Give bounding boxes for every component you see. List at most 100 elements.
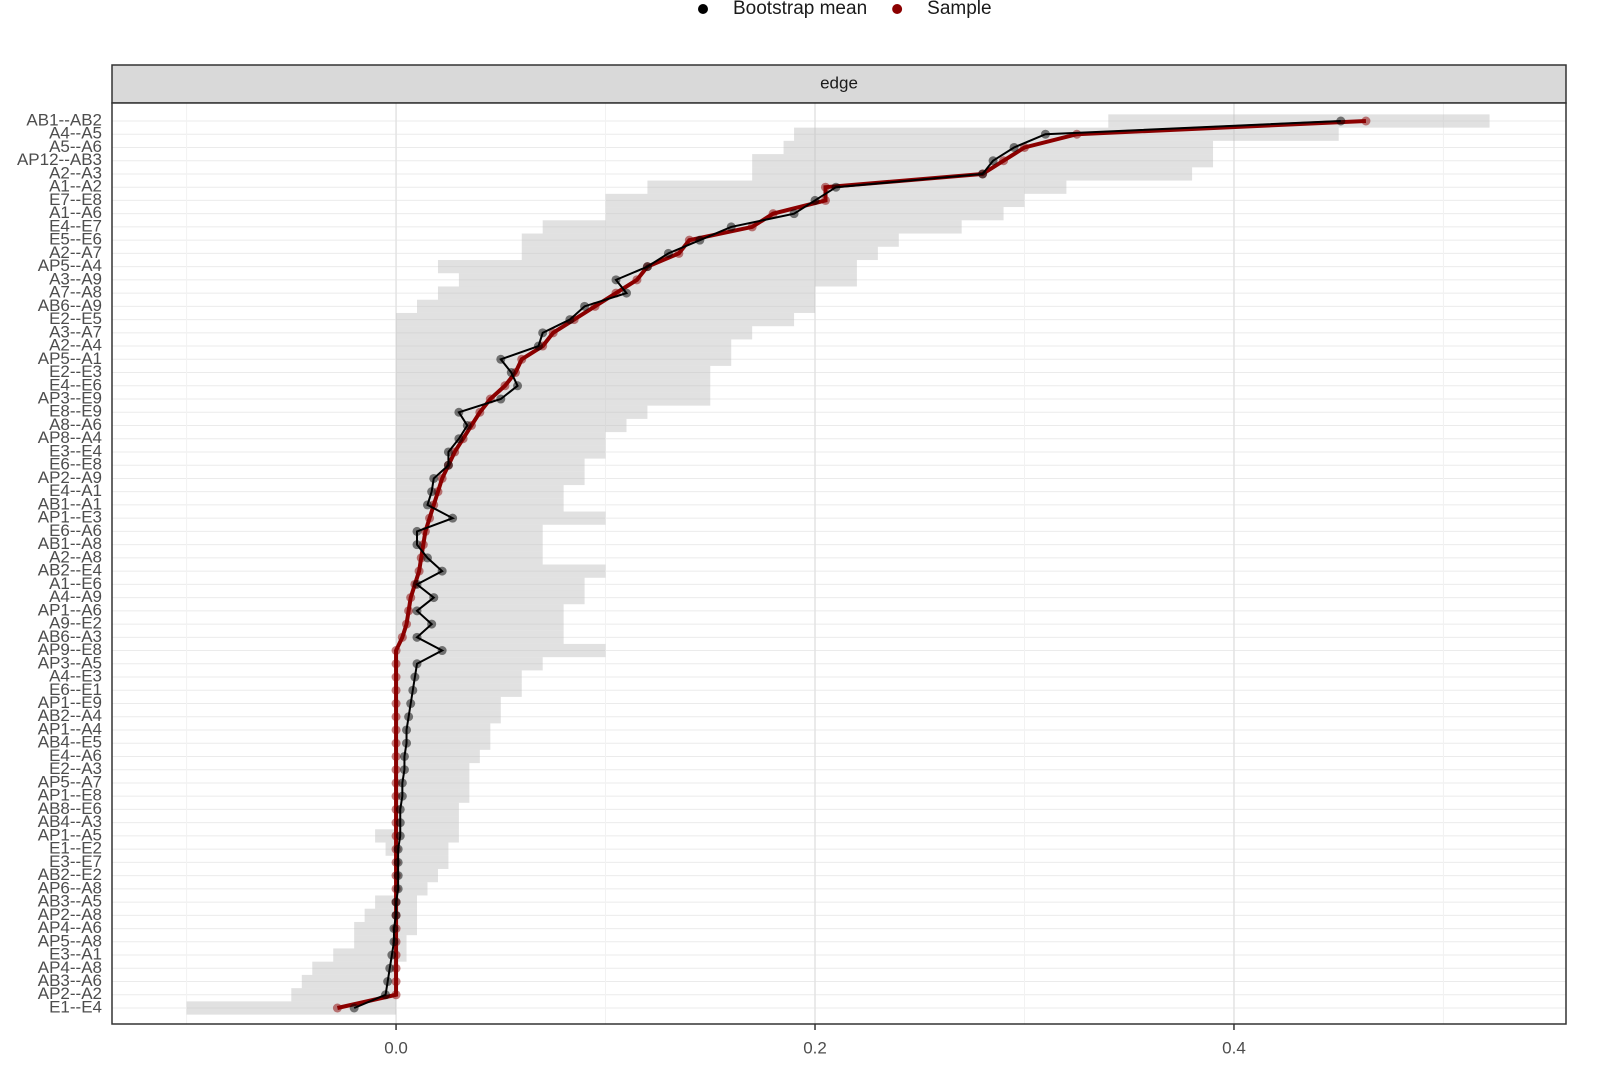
ci-band <box>396 365 711 380</box>
point <box>747 222 757 232</box>
y-tick-label: AB6--A9 <box>38 296 102 315</box>
y-tick-label: A8--A6 <box>49 415 102 434</box>
y-tick-label: E8--E9 <box>49 402 102 421</box>
y-tick-label: AB1--A8 <box>38 534 102 553</box>
y-tick-label: E4--A1 <box>49 481 102 500</box>
point <box>437 473 447 483</box>
ci-band <box>396 776 470 790</box>
point <box>402 725 412 735</box>
x-tick-label: 0.0 <box>384 1038 408 1057</box>
y-tick-label: AP3--A5 <box>38 653 102 672</box>
y-tick-label: A4--E3 <box>49 667 102 686</box>
point <box>425 513 435 523</box>
point <box>385 963 395 973</box>
point <box>349 1003 359 1013</box>
ci-band <box>396 868 438 883</box>
ci-band <box>396 405 648 419</box>
ci-band <box>375 829 459 843</box>
y-tick-label: A2--A7 <box>49 243 102 262</box>
point <box>418 540 428 550</box>
point <box>429 593 439 603</box>
y-tick-label: E1--E4 <box>49 997 102 1016</box>
point <box>496 394 506 404</box>
y-tick-label: A1--A2 <box>49 177 102 196</box>
y-tick-label: AP12--AB3 <box>17 150 102 169</box>
ci-band <box>291 988 397 1002</box>
point <box>391 990 401 1000</box>
y-tick-label: AP2--A9 <box>38 468 102 487</box>
ci-band <box>396 630 564 644</box>
point <box>391 791 401 801</box>
ci-band <box>396 802 459 817</box>
x-tick-label: 0.2 <box>803 1038 827 1057</box>
point <box>538 328 548 338</box>
point <box>332 1003 342 1013</box>
y-tick-label: E3--E7 <box>49 852 102 871</box>
y-tick-label: A2--A4 <box>49 336 102 355</box>
point <box>454 407 464 417</box>
y-tick-label: AB3--A6 <box>38 971 102 990</box>
y-tick-label: AB2--A4 <box>38 706 102 725</box>
point <box>443 447 453 457</box>
y-tick-label: AP2--A2 <box>38 984 102 1003</box>
point <box>422 553 432 563</box>
y-tick-label: AP6--A8 <box>38 878 102 897</box>
ci-band <box>396 312 795 327</box>
ci-band <box>396 326 753 340</box>
ci-band <box>396 339 732 353</box>
ci-band <box>396 498 564 512</box>
point <box>999 156 1009 166</box>
point <box>412 579 422 589</box>
y-tick-label: AP5--A4 <box>38 256 102 275</box>
point <box>1009 142 1019 152</box>
point <box>402 619 412 629</box>
ci-band <box>417 299 816 313</box>
y-tick-label: AP5--A8 <box>38 931 102 950</box>
point <box>513 381 523 391</box>
y-tick-label: A5--A6 <box>49 137 102 156</box>
point <box>621 288 631 298</box>
legend-label: Sample <box>927 0 991 19</box>
ci-band <box>647 180 1067 194</box>
y-tick-label: AP4--A6 <box>38 918 102 937</box>
y-tick-label: AP3--E9 <box>38 388 102 407</box>
y-tick-label: AB8--E6 <box>38 799 102 818</box>
point <box>611 275 621 285</box>
legend-label: Bootstrap mean <box>733 0 867 19</box>
x-tick-label: 0.4 <box>1222 1038 1246 1057</box>
ci-band <box>396 458 585 472</box>
ci-band <box>396 657 543 671</box>
point <box>789 209 799 219</box>
point <box>517 354 527 364</box>
legend: Bootstrap mean Sample <box>698 0 992 19</box>
y-tick-label: A4--A5 <box>49 124 102 143</box>
point <box>381 990 391 1000</box>
point <box>454 434 464 444</box>
point <box>391 751 401 761</box>
point <box>387 950 397 960</box>
y-tick-label: AB6--A3 <box>38 627 102 646</box>
strip-title: edge <box>820 73 858 92</box>
point <box>1019 142 1029 152</box>
point <box>410 672 420 682</box>
y-tick-label: E6--E8 <box>49 455 102 474</box>
point <box>437 566 447 576</box>
point <box>433 487 443 497</box>
y-tick-label: AB4--E5 <box>38 733 102 752</box>
ci-band <box>301 974 397 989</box>
ci-band <box>396 882 428 896</box>
point <box>810 195 820 205</box>
point <box>404 606 414 616</box>
ci-band <box>396 670 522 684</box>
ci-band <box>396 604 564 618</box>
point <box>414 566 424 576</box>
point <box>427 619 437 629</box>
ci-band <box>396 710 501 724</box>
point <box>1072 129 1082 139</box>
point <box>632 275 642 285</box>
y-tick-label: AB2--E4 <box>38 561 102 580</box>
point <box>391 685 401 695</box>
point <box>402 738 412 748</box>
ci-band <box>396 485 564 499</box>
ci-band <box>396 855 449 869</box>
